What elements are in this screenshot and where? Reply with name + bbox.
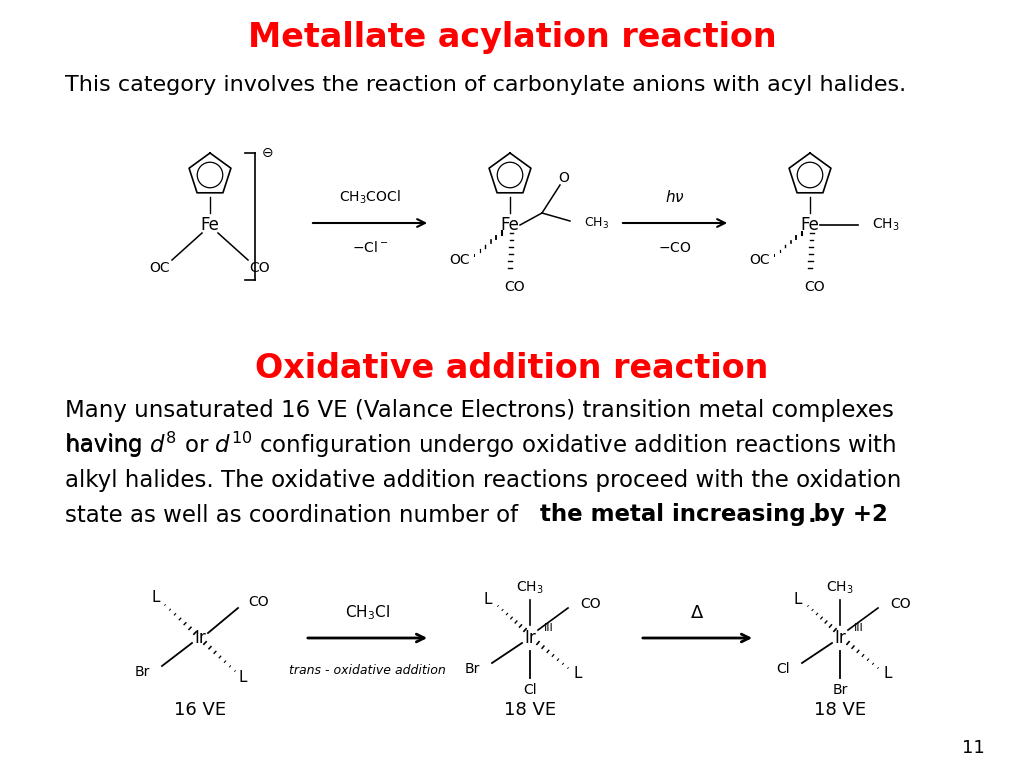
- Text: III: III: [854, 623, 864, 633]
- Text: CH$_3$Cl: CH$_3$Cl: [345, 604, 390, 622]
- Text: CH$_3$: CH$_3$: [584, 216, 609, 230]
- Text: CO: CO: [805, 280, 825, 294]
- Text: Fe: Fe: [501, 216, 519, 234]
- Text: O: O: [558, 171, 569, 185]
- Text: Metallate acylation reaction: Metallate acylation reaction: [248, 22, 776, 55]
- Text: Fe: Fe: [201, 216, 219, 234]
- Text: Ir: Ir: [835, 629, 846, 647]
- Text: alkyl halides. The oxidative addition reactions proceed with the oxidation: alkyl halides. The oxidative addition re…: [65, 468, 901, 492]
- Text: 16 VE: 16 VE: [174, 701, 226, 719]
- Text: OC: OC: [750, 253, 770, 267]
- Text: III: III: [544, 623, 554, 633]
- Text: CH$_3$: CH$_3$: [516, 580, 544, 596]
- Text: having: having: [65, 433, 150, 456]
- Text: L: L: [573, 667, 583, 681]
- Text: L: L: [152, 591, 160, 605]
- Text: Ir: Ir: [524, 629, 536, 647]
- Text: Br: Br: [134, 665, 150, 679]
- Text: CH$_3$: CH$_3$: [872, 217, 900, 233]
- Text: Cl: Cl: [523, 683, 537, 697]
- Text: CH$_3$COCl: CH$_3$COCl: [339, 188, 400, 206]
- Text: .: .: [808, 504, 817, 527]
- Text: Br: Br: [833, 683, 848, 697]
- Text: $\Delta$: $\Delta$: [690, 604, 705, 622]
- Text: $-$Cl$^-$: $-$Cl$^-$: [352, 240, 388, 256]
- Text: trans - oxidative addition: trans - oxidative addition: [289, 664, 445, 677]
- Text: $-$CO: $-$CO: [658, 241, 692, 255]
- Text: Many unsaturated 16 VE (Valance Electrons) transition metal complexes: Many unsaturated 16 VE (Valance Electron…: [65, 399, 894, 422]
- Text: L: L: [483, 592, 493, 607]
- Text: $\ominus$: $\ominus$: [261, 146, 273, 160]
- Text: OC: OC: [450, 253, 470, 267]
- Text: L: L: [884, 667, 892, 681]
- Text: CO: CO: [505, 280, 525, 294]
- Text: having $d^{8}$ or $d^{10}$ configuration undergo oxidative addition reactions wi: having $d^{8}$ or $d^{10}$ configuration…: [65, 430, 896, 460]
- Text: Fe: Fe: [801, 216, 819, 234]
- Text: L: L: [239, 670, 247, 686]
- Text: Br: Br: [465, 662, 480, 676]
- Text: CO: CO: [890, 597, 910, 611]
- Text: CO: CO: [248, 595, 268, 609]
- Text: $h\nu$: $h\nu$: [666, 189, 685, 205]
- Text: 11: 11: [963, 739, 985, 757]
- Text: CO: CO: [250, 261, 270, 275]
- Text: state as well as coordination number of: state as well as coordination number of: [65, 504, 525, 527]
- Text: L: L: [794, 592, 802, 607]
- Text: CH$_3$: CH$_3$: [826, 580, 854, 596]
- Text: 18 VE: 18 VE: [814, 701, 866, 719]
- Text: OC: OC: [150, 261, 170, 275]
- Text: This category involves the reaction of carbonylate anions with acyl halides.: This category involves the reaction of c…: [65, 75, 906, 95]
- Text: Oxidative addition reaction: Oxidative addition reaction: [255, 352, 769, 385]
- Text: the metal increasing by +2: the metal increasing by +2: [540, 504, 888, 527]
- Text: CO: CO: [580, 597, 601, 611]
- Text: 18 VE: 18 VE: [504, 701, 556, 719]
- Text: Ir: Ir: [195, 629, 206, 647]
- Text: Cl: Cl: [776, 662, 790, 676]
